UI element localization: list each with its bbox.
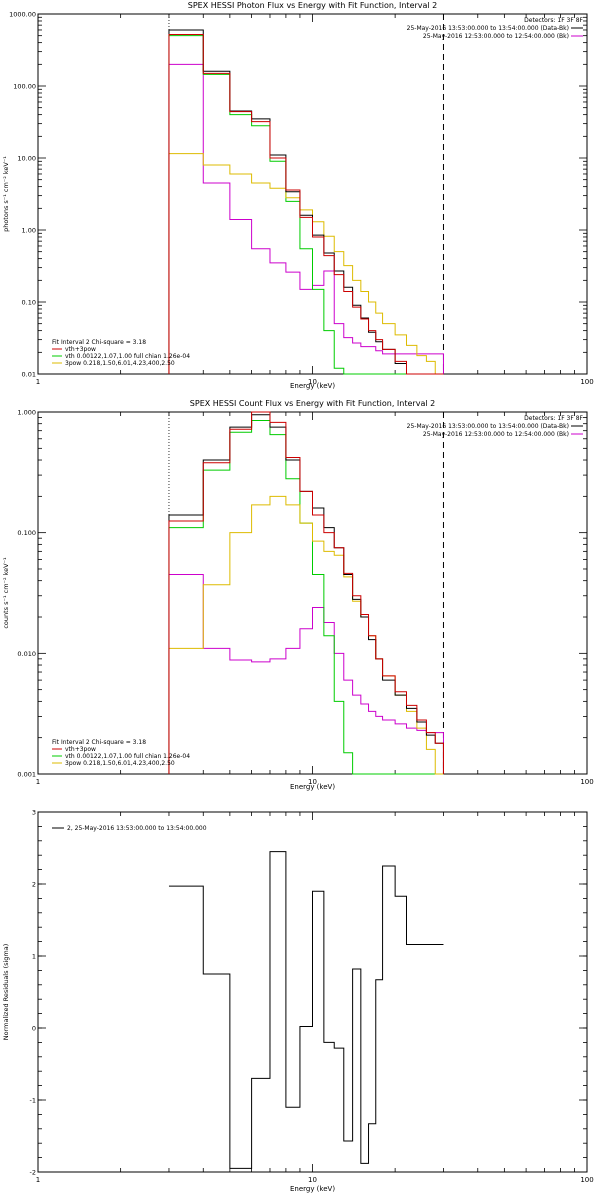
series-line-vth-3pow [168,33,444,375]
chart-title: SPEX HESSI Count Flux vs Energy with Fit… [190,399,435,408]
fit-legend-label: vth 0.00122,1.07,1.00 full chian 1.26e-0… [65,753,190,760]
y-tick-label: 1.00 [22,227,36,235]
legend-entry-label: 25-May-2016 13:53:00.000 to 13:54:00.000… [407,423,569,430]
fit-legend-label: vth+3pow [65,746,96,753]
fit-info-header: Fit Interval 2 Chi-square = 3.18 [52,339,146,346]
y-tick-label: 0.010 [17,650,36,658]
fit-legend-label: 3pow 0.218,1.50,6.01,4.23,400,2.50 [65,760,175,767]
y-tick-label: -2 [30,1169,36,1177]
y-tick-label: 0.10 [22,299,36,307]
x-tick-label: 10 [308,378,317,386]
fit-legend-label: vth 0.00122,1.07,1.00 full chian 1.26e-0… [65,353,190,360]
residuals-panel: Energy (keV) Normalized Residuals (sigma)… [2,809,594,1194]
detectors-label: Detectors: 1F 3F 8F [524,17,583,24]
residual-legend-label: 2, 25-May-2016 13:53:00.000 to 13:54:00.… [67,825,207,832]
legend-entry-label: 25-May-2016 13:53:00.000 to 13:54:00.000… [407,25,569,32]
y-tick-label: 1000.00 [9,11,36,19]
detectors-label: Detectors: 1F 3F 8F [524,415,583,422]
x-tick-label: 1 [36,378,40,386]
fit-legend-label: vth+3pow [65,346,96,353]
series-line-data-bk [168,414,444,774]
series-line-residuals [168,851,444,1169]
x-axis-label: Energy (keV) [290,783,335,791]
y-tick-label: 1 [32,953,36,961]
x-tick-label: 10 [308,1176,317,1184]
x-axis-label: Energy (keV) [290,1185,335,1193]
series-line-bk [168,574,444,774]
count-flux-panel: SPEX HESSI Count Flux vs Energy with Fit… [2,399,594,791]
series-line-3pow [168,495,444,775]
series-line-bk [168,63,444,374]
photon-flux-panel: SPEX HESSI Photon Flux vs Energy with Fi… [2,1,594,390]
fit-legend-label: 3pow 0.218,1.50,6.01,4.23,400,2.50 [65,360,175,367]
plot-frame [37,411,588,775]
series-line-data-bk [168,29,444,375]
x-axis-label: Energy (keV) [290,382,335,390]
y-axis-label: Normalized Residuals (sigma) [2,944,10,1041]
x-tick-label: 100 [580,378,593,386]
y-axis-label: counts s⁻¹ cm⁻² keV⁻¹ [2,557,10,629]
series-line-vth [168,35,444,375]
y-tick-label: 100.00 [13,83,36,91]
x-tick-label: 100 [580,1176,593,1184]
series-line-vth-3pow [168,411,444,774]
legend-entry-label: 25-May-2016 12:53:00.000 to 12:54:00.000… [423,431,569,438]
y-axis-label: photons s⁻¹ cm⁻² keV⁻¹ [2,156,10,232]
series-line-3pow [168,153,444,375]
chart-title: SPEX HESSI Photon Flux vs Energy with Fi… [188,1,438,10]
y-tick-label: 2 [32,881,36,889]
y-tick-label: -1 [30,1097,36,1105]
y-tick-label: 1.000 [17,409,36,417]
legend-entry-label: 25-May-2016 12:53:00.000 to 12:54:00.000… [423,33,569,40]
y-tick-label: 3 [32,809,36,817]
y-tick-label: 0 [32,1025,36,1033]
x-tick-label: 100 [580,778,593,786]
x-tick-label: 10 [308,778,317,786]
x-tick-label: 1 [36,1176,40,1184]
plot-frame [37,13,588,375]
x-tick-label: 1 [36,778,40,786]
series-line-vth [168,420,444,775]
y-tick-label: 10.00 [17,155,36,163]
y-tick-label: 0.100 [17,529,36,537]
fit-info-header: Fit Interval 2 Chi-square = 3.18 [52,739,146,746]
y-tick-label: 0.001 [17,771,36,779]
y-tick-label: 0.01 [22,371,36,379]
